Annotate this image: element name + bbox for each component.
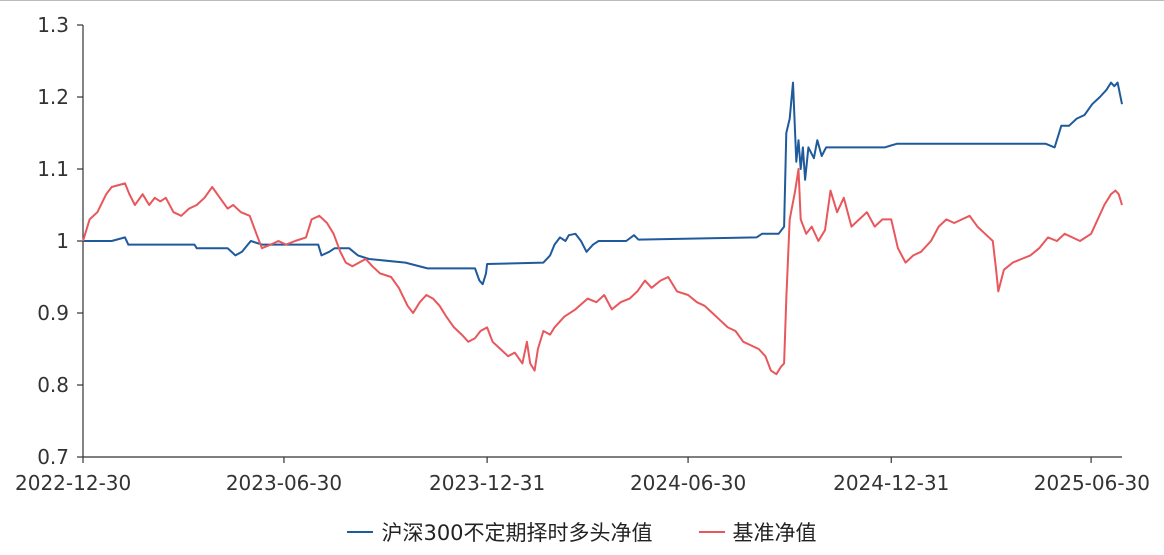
x-tick-label: 2023-12-31 (429, 471, 545, 495)
legend-label-benchmark: 基准净值 (732, 521, 817, 545)
legend-swatch-strategy (347, 531, 374, 533)
series-line-benchmark (82, 168, 1123, 376)
x-tick-label: 2025-06-30 (1034, 471, 1150, 495)
y-tick-label: 1 (56, 229, 69, 253)
y-axis-ticks: 0.7 0.8 0.9 1 1.1 1.2 1.3 (37, 13, 83, 469)
y-tick-label: 0.8 (37, 373, 69, 397)
y-tick-label: 1.2 (37, 85, 69, 109)
y-tick-label: 0.7 (37, 445, 69, 469)
x-tick-label: 2024-06-30 (630, 471, 746, 495)
x-axis-ticks: 2022-12-30 2023-06-30 2023-12-31 2024-06-30… (15, 457, 1150, 495)
y-tick-label: 0.9 (37, 301, 69, 325)
series-group (82, 81, 1123, 376)
x-tick-label: 2022-12-30 (15, 471, 131, 495)
legend-swatch-benchmark (698, 531, 725, 533)
x-tick-label: 2023-06-30 (226, 471, 342, 495)
x-tick-label: 2024-12-31 (833, 471, 949, 495)
y-tick-label: 1.1 (37, 157, 69, 181)
legend-item-strategy: 沪深300不定期择时多头净值 (347, 517, 653, 547)
y-tick-label: 1.3 (37, 13, 69, 37)
legend: 沪深300不定期择时多头净值 基准净值 (0, 515, 1164, 549)
legend-label-strategy: 沪深300不定期择时多头净值 (381, 521, 653, 545)
series-line-strategy (83, 81, 1123, 286)
top-border (0, 0, 1164, 1)
line-chart: 0.7 0.8 0.9 1 1.1 1.2 1.3 2022-12-30 2023-06-30… (15, 13, 1150, 495)
legend-item-benchmark: 基准净值 (698, 517, 817, 547)
